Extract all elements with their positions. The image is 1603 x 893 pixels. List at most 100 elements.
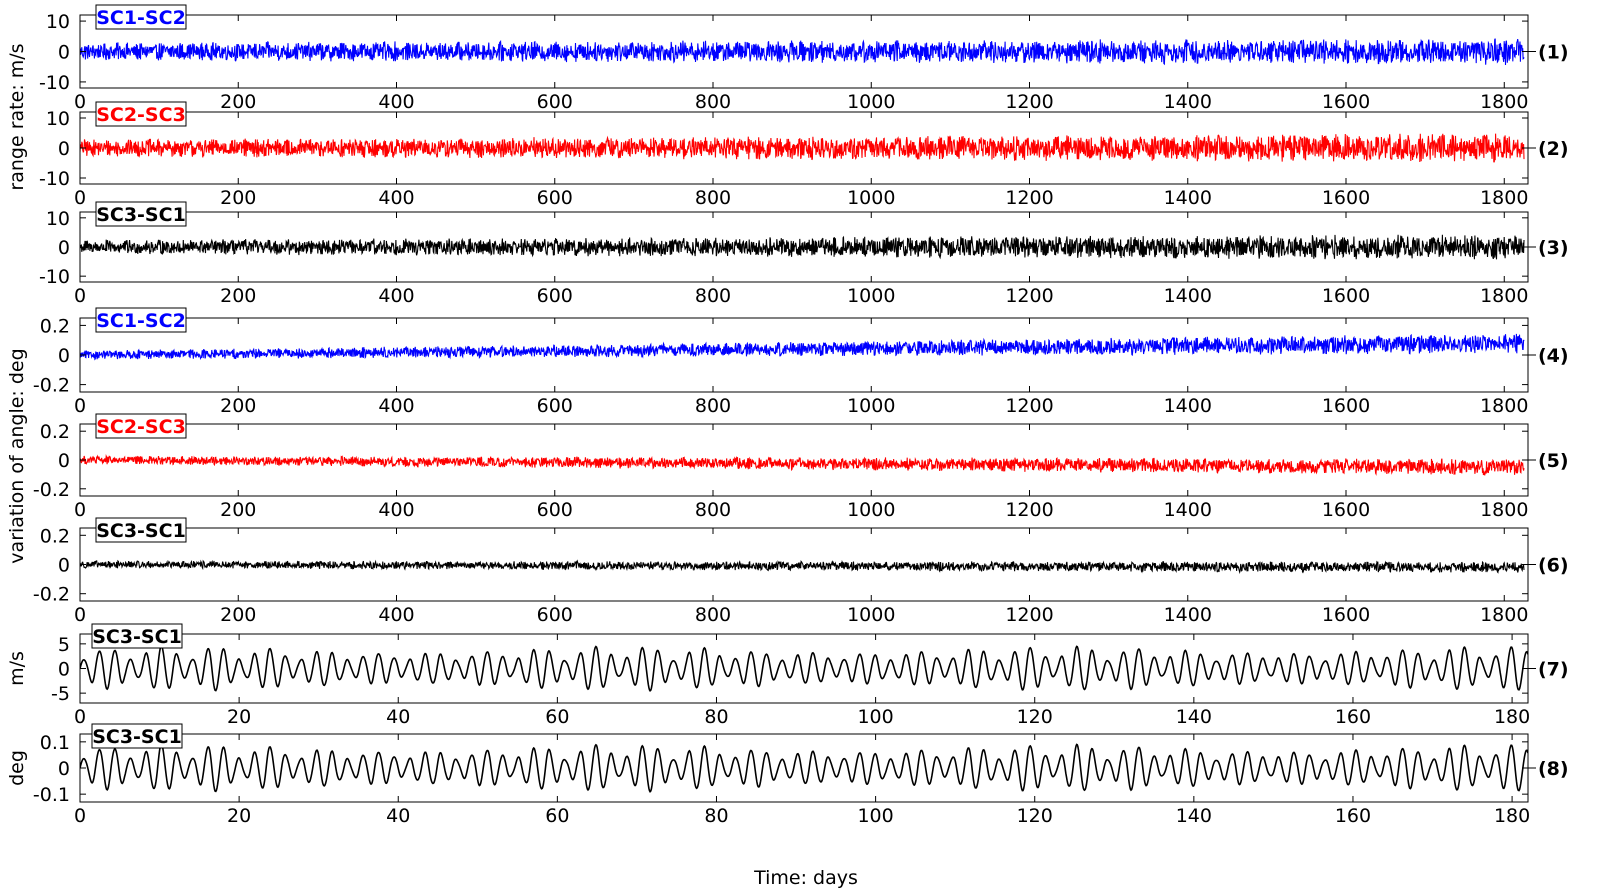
series-tag-box — [95, 201, 187, 227]
x-tick-label: 1400 — [1164, 187, 1212, 209]
y-tick-label: 5 — [58, 634, 70, 656]
x-tick-label: 1000 — [847, 91, 895, 113]
x-tick-label: 1400 — [1164, 285, 1212, 307]
y-tick-label: 0 — [58, 555, 70, 577]
y-tick-label: 0 — [58, 42, 70, 64]
series-tag-label: SC2-SC3 — [96, 104, 186, 126]
x-tick-label: 600 — [537, 499, 573, 521]
y-tick-label: -10 — [39, 266, 70, 288]
x-tick-label: 400 — [378, 91, 414, 113]
x-tick-label: 1600 — [1322, 604, 1370, 626]
series-tag-label: SC3-SC1 — [96, 204, 186, 226]
panel-number: (4) — [1538, 345, 1569, 367]
panel-6: 0 200 400 600 800 1000 1200 1400 1600 18000.20-0.… — [33, 517, 1569, 626]
series-tag-box — [95, 101, 187, 127]
series-line-1 — [80, 38, 1525, 66]
x-tick-label: 1400 — [1164, 604, 1212, 626]
x-tick-label: 1800 — [1480, 187, 1528, 209]
x-tick-label: 1800 — [1480, 285, 1528, 307]
panel-2: 0 200 400 600 800 1000 1200 1400 1600 1800100-10S… — [39, 101, 1569, 209]
x-tick-label: 600 — [537, 395, 573, 417]
y-tick-label: 0.2 — [40, 525, 70, 547]
y-tick-label: 0 — [58, 345, 70, 367]
x-tick-label: 1600 — [1322, 499, 1370, 521]
series-tag-box — [95, 517, 187, 543]
x-tick-label: 800 — [695, 91, 731, 113]
x-tick-label: 0 — [74, 604, 86, 626]
x-tick-label: 0 — [74, 395, 86, 417]
panel-ylabel: deg — [6, 750, 28, 786]
panel-number: (8) — [1538, 758, 1569, 780]
x-tick-label: 160 — [1335, 706, 1371, 728]
x-tick-label: 600 — [537, 91, 573, 113]
series-tag-box — [95, 307, 187, 333]
x-tick-label: 1200 — [1005, 499, 1053, 521]
series-line-3 — [80, 234, 1525, 260]
x-tick-label: 800 — [695, 604, 731, 626]
x-tick-label: 1000 — [847, 395, 895, 417]
y-tick-label: 0 — [58, 237, 70, 259]
x-tick-label: 800 — [695, 285, 731, 307]
x-tick-label: 600 — [537, 187, 573, 209]
x-tick-label: 40 — [386, 706, 410, 728]
x-tick-label: 180 — [1494, 706, 1530, 728]
x-tick-label: 0 — [74, 499, 86, 521]
series-tag-label: SC1-SC2 — [96, 310, 186, 332]
x-tick-label: 1200 — [1005, 395, 1053, 417]
series-tag-box — [91, 723, 183, 749]
x-tick-label: 160 — [1335, 805, 1371, 827]
series-line-8 — [80, 743, 1528, 793]
x-tick-label: 1800 — [1480, 91, 1528, 113]
x-tick-label: 1600 — [1322, 91, 1370, 113]
x-tick-label: 400 — [378, 285, 414, 307]
x-tick-label: 120 — [1017, 706, 1053, 728]
x-tick-label: 140 — [1176, 706, 1212, 728]
x-tick-label: 400 — [378, 499, 414, 521]
y-tick-label: -0.2 — [33, 375, 70, 397]
x-tick-label: 60 — [545, 706, 569, 728]
x-tick-label: 1400 — [1164, 499, 1212, 521]
series-line-2 — [80, 133, 1525, 163]
y-tick-label: -0.2 — [33, 479, 70, 501]
x-tick-label: 1200 — [1005, 604, 1053, 626]
y-tick-label: 0 — [58, 138, 70, 160]
x-tick-label: 0 — [74, 285, 86, 307]
x-tick-label: 40 — [386, 805, 410, 827]
series-tag-label: SC3-SC1 — [92, 626, 182, 648]
x-tick-label: 200 — [220, 187, 256, 209]
x-tick-label: 1200 — [1005, 91, 1053, 113]
series-line-5 — [80, 453, 1525, 476]
panel-8: 0 20 40 60 80 100 120 140 160 1800.10-0.1SC3-SC1(… — [6, 723, 1569, 827]
x-tick-label: 600 — [537, 285, 573, 307]
y-tick-label: -0.2 — [33, 584, 70, 606]
x-tick-label: 80 — [704, 805, 728, 827]
panel-5: 0 200 400 600 800 1000 1200 1400 1600 18000.20-0.… — [33, 413, 1569, 521]
x-tick-label: 200 — [220, 604, 256, 626]
y-tick-label: 10 — [46, 208, 70, 230]
series-tag-label: SC3-SC1 — [92, 726, 182, 748]
x-tick-label: 0 — [74, 805, 86, 827]
series-tag-box — [91, 623, 183, 649]
group-ylabel-angle: variation of angle: deg — [6, 348, 28, 563]
x-tick-label: 800 — [695, 499, 731, 521]
series-tag-label: SC2-SC3 — [96, 416, 186, 438]
series-tag-label: SC3-SC1 — [96, 520, 186, 542]
x-tick-label: 600 — [537, 604, 573, 626]
panels: 0 200 400 600 800 1000 1200 1400 1600 1800100-10S… — [6, 4, 1569, 827]
y-tick-label: 0 — [58, 450, 70, 472]
x-tick-label: 100 — [857, 706, 893, 728]
panel-number: (1) — [1538, 42, 1569, 64]
x-tick-label: 0 — [74, 706, 86, 728]
x-tick-label: 140 — [1176, 805, 1212, 827]
x-tick-label: 1400 — [1164, 91, 1212, 113]
series-line-6 — [80, 559, 1525, 575]
x-tick-label: 1400 — [1164, 395, 1212, 417]
x-tick-label: 1800 — [1480, 395, 1528, 417]
panel-4: 0 200 400 600 800 1000 1200 1400 1600 18000.20-0.… — [33, 307, 1569, 417]
panel-ylabel: m/s — [6, 651, 28, 686]
y-tick-label: -10 — [39, 168, 70, 190]
x-tick-label: 60 — [545, 805, 569, 827]
x-tick-label: 120 — [1017, 805, 1053, 827]
x-tick-label: 1600 — [1322, 187, 1370, 209]
panel-number: (7) — [1538, 659, 1569, 681]
